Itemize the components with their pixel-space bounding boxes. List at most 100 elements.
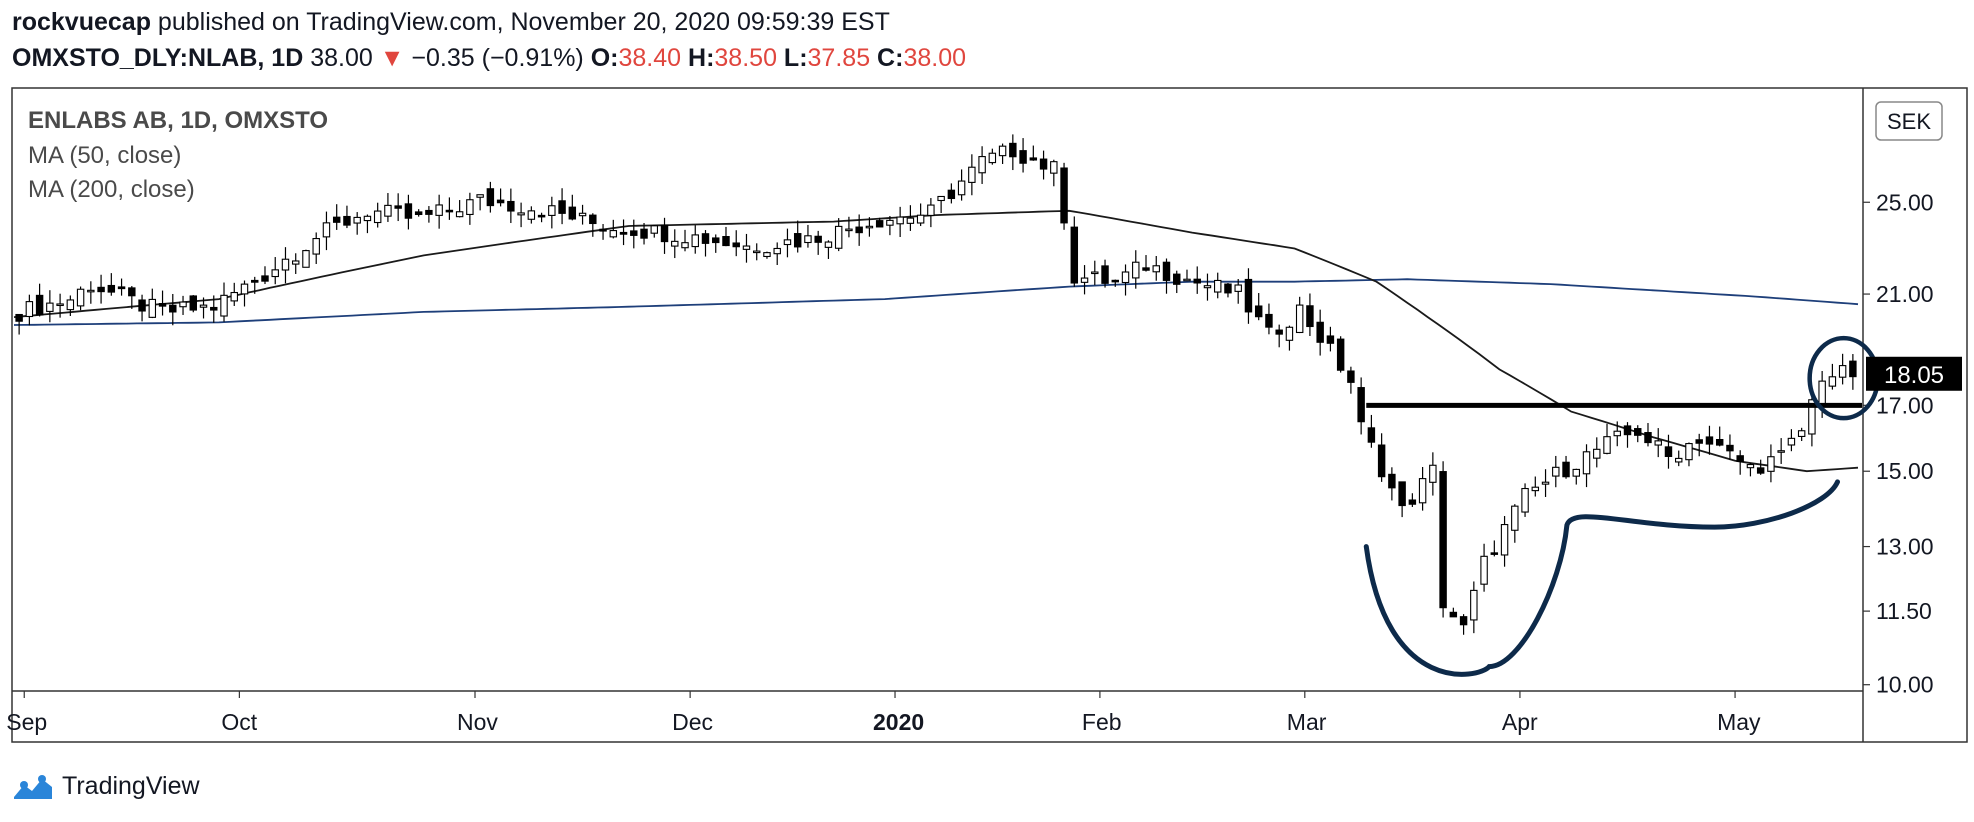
candle-down [507, 200, 515, 212]
currency-button[interactable] [1875, 101, 1943, 141]
candle-up [25, 301, 34, 318]
candle-up [1572, 468, 1581, 477]
candle-down [261, 275, 269, 282]
candle-down [128, 287, 136, 297]
candle-up [87, 289, 95, 293]
candle-down [1336, 338, 1345, 371]
candle-down [1347, 370, 1355, 383]
candle-up [691, 234, 699, 248]
candle-down [1715, 438, 1724, 446]
candle-up [548, 205, 556, 216]
candle-up [1500, 524, 1509, 556]
candle-down [875, 220, 884, 228]
candle-up [1654, 440, 1662, 446]
close-value: 38.00 [903, 44, 966, 72]
candle-down [97, 286, 105, 293]
price-change: −0.35 (−0.91%) [411, 44, 584, 72]
candle-up [1152, 265, 1160, 273]
candle-down [599, 228, 607, 232]
candle-up [1511, 505, 1519, 531]
x-axis-tick-label: Feb [1082, 709, 1122, 735]
candle-up [302, 250, 310, 268]
candle-up [1080, 277, 1089, 283]
candle-up [1429, 464, 1437, 483]
candle-up [1818, 380, 1826, 407]
candle-up [1685, 443, 1693, 461]
candle-up [834, 225, 843, 249]
symbol-label: OMXSTO_DLY:NLAB, 1D [12, 44, 304, 72]
ma50-line [13, 209, 1859, 473]
candle-down [1070, 226, 1079, 284]
candle-up [1603, 436, 1611, 454]
x-axis-tick-label: Sep [6, 709, 47, 735]
candle-down [814, 235, 822, 243]
candle-down [496, 199, 505, 204]
candle-down [169, 304, 177, 313]
candle-down [640, 228, 648, 239]
candle-down [1193, 278, 1201, 284]
candle-up [322, 222, 331, 238]
open-label: O: [590, 44, 619, 72]
candle-up [968, 166, 976, 183]
candle-down [332, 216, 341, 223]
candle-up [1808, 399, 1816, 435]
candle-down [1111, 279, 1120, 283]
x-axis-tick-label: Nov [457, 709, 498, 735]
candle-up [937, 195, 945, 202]
candle-up [1674, 457, 1683, 463]
candle-down [1439, 471, 1447, 609]
candle-down [1275, 329, 1283, 335]
candle-up [1295, 304, 1304, 334]
candle-down [701, 233, 710, 244]
candle-down [414, 211, 423, 216]
candle-up [353, 216, 361, 224]
candle-down [425, 209, 433, 215]
y-axis-tick-label: 25.00 [1876, 189, 1934, 215]
candle-up [76, 288, 85, 307]
candle-down [117, 286, 126, 290]
candle-up [824, 241, 833, 248]
symbol-quote-line: OMXSTO_DLY:NLAB, 1D 38.00 ▼ −0.35 (−0.91… [12, 44, 966, 73]
candle-down [1244, 278, 1253, 313]
candle-up [230, 291, 238, 302]
y-axis-tick-label: 13.00 [1876, 534, 1934, 560]
candle-down [660, 224, 669, 243]
candle-up [916, 214, 925, 224]
legend-title: ENLABS AB, 1D, OMXSTO [28, 107, 328, 134]
publication-header: rockvuecap published on TradingView.com,… [12, 8, 890, 37]
candle-up [1593, 448, 1601, 459]
candle-up [1234, 284, 1242, 292]
x-axis-tick-label: Mar [1287, 709, 1327, 735]
candle-down [537, 214, 546, 218]
candle-down [394, 205, 402, 209]
candle-down [1254, 305, 1263, 318]
candle-up [1582, 451, 1591, 475]
candle-down [568, 206, 577, 220]
candle-up [179, 301, 187, 308]
candle-down [1357, 387, 1365, 423]
publisher-name[interactable]: rockvuecap [12, 8, 151, 36]
candle-up [1797, 430, 1806, 437]
candle-down [1756, 467, 1765, 474]
candle-up [1746, 463, 1755, 469]
legend-ma50: MA (50, close) [28, 142, 181, 169]
candle-up [845, 228, 853, 232]
candle-down [1695, 439, 1703, 444]
candle-down [1664, 446, 1673, 458]
candle-up [906, 217, 915, 224]
candle-up [1613, 430, 1621, 437]
x-axis-tick-label: May [1717, 709, 1761, 735]
candle-up [46, 302, 54, 312]
candle-down [712, 237, 720, 244]
y-axis-tick-label: 17.00 [1876, 392, 1934, 418]
tradingview-brand[interactable]: TradingView [12, 772, 200, 801]
last-price: 38.00 [310, 44, 373, 72]
candle-down [619, 231, 628, 235]
candle-down [732, 242, 740, 248]
candle-up [148, 298, 157, 318]
candle-down [1623, 425, 1632, 436]
candle-up [1285, 326, 1294, 341]
candle-down [1265, 313, 1273, 328]
candle-down [1316, 321, 1324, 343]
